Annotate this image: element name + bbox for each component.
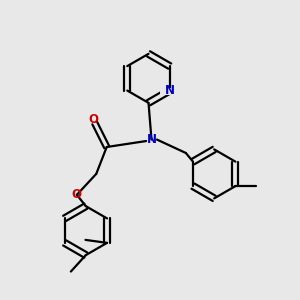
Text: O: O: [72, 188, 82, 201]
Text: N: N: [165, 84, 175, 97]
Text: O: O: [88, 113, 98, 126]
Text: N: N: [146, 133, 157, 146]
